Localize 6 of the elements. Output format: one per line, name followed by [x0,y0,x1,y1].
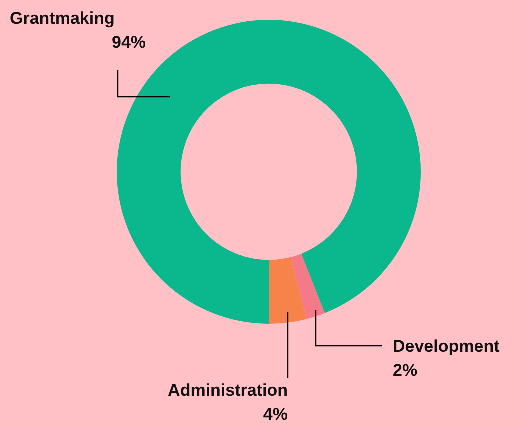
slice-label: Grantmaking [10,9,115,28]
data-label: 94% [112,33,146,52]
slice-label: Development [393,337,500,356]
data-label: 4% [263,405,288,424]
data-label: 2% [393,361,418,380]
slice-label: Administration [168,381,288,400]
